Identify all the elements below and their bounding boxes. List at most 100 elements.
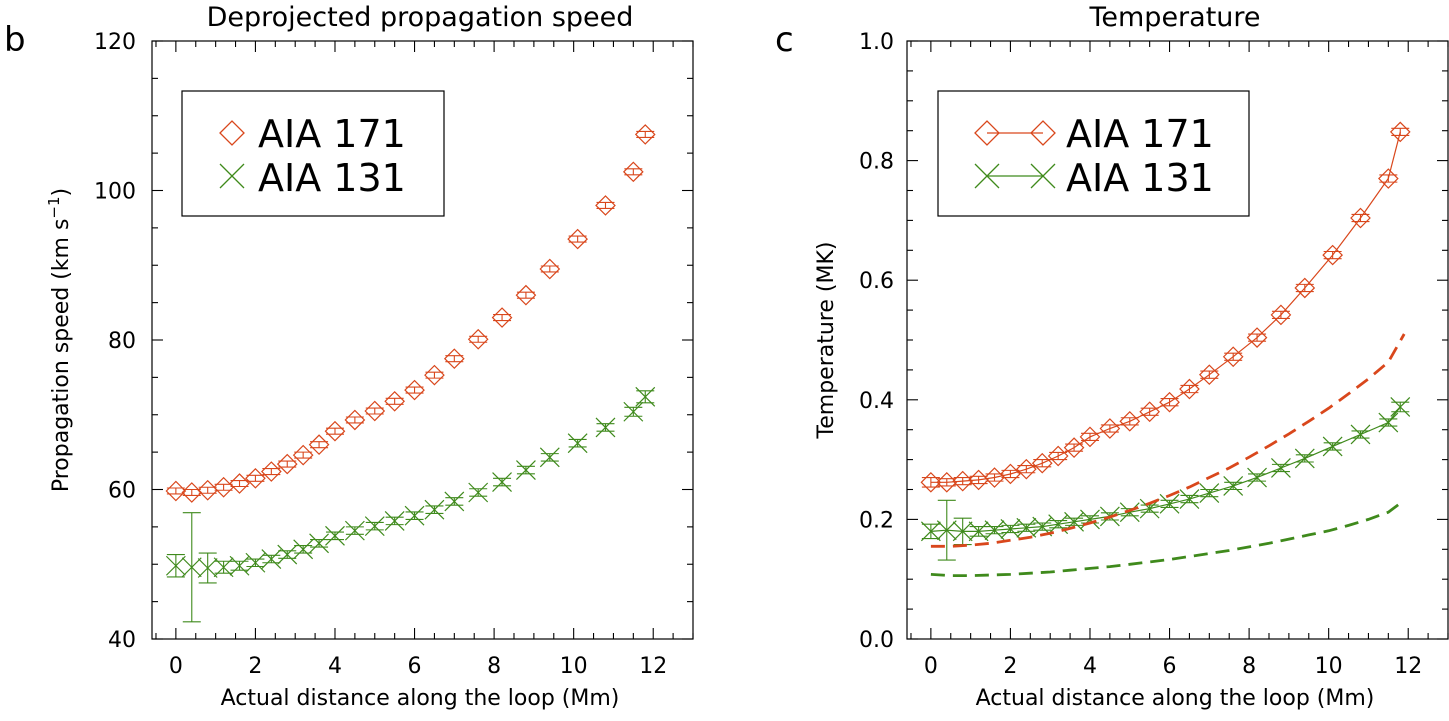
diamond-marker <box>1159 391 1180 413</box>
diamond-marker <box>364 400 386 422</box>
panel-b-ticks <box>152 40 694 640</box>
data-point <box>1079 426 1101 448</box>
diamond-marker <box>276 453 298 475</box>
data-point <box>1198 364 1220 386</box>
panel-c-legend-box <box>937 90 1250 217</box>
diamond-marker <box>384 390 406 412</box>
data-point <box>1015 458 1037 480</box>
x-marker <box>952 521 973 542</box>
model-dashed-line <box>930 333 1406 548</box>
data-point <box>1389 121 1411 143</box>
data-point <box>1223 475 1244 496</box>
diamond-marker <box>443 348 465 370</box>
data-point <box>984 467 1005 488</box>
panel-c-title: Temperature <box>1088 2 1260 33</box>
panel-c-legend-label-131: AIA 131 <box>1066 156 1214 200</box>
data-point <box>1222 346 1244 368</box>
data-point <box>1119 410 1141 432</box>
data-point <box>936 471 958 493</box>
panel-c-ytick-labels: 0.0 0.2 0.4 0.6 0.8 1.0 <box>859 30 894 653</box>
data-point <box>444 491 465 512</box>
panel-b-speed-chart: b Deprojected propagation speed 0 2 4 6 … <box>4 2 694 711</box>
diamond-marker <box>622 161 644 183</box>
data-point <box>491 307 513 328</box>
data-point <box>467 328 489 350</box>
data-point <box>344 409 366 431</box>
x-marker <box>920 521 941 542</box>
ytick-label: 0.8 <box>859 150 894 175</box>
diamond-marker <box>491 307 513 328</box>
ytick-label: 120 <box>94 30 136 55</box>
x-marker <box>309 533 329 554</box>
diamond-marker <box>1000 463 1021 485</box>
data-point <box>1270 304 1292 326</box>
panel-b-xtick-labels: 0 2 4 6 8 10 12 <box>169 654 667 679</box>
panel-c-legend-label-171: AIA 171 <box>1066 112 1214 156</box>
ytick-label: 60 <box>108 479 136 504</box>
diamond-marker <box>1099 418 1121 439</box>
panel-b-y-axis-label: Propagation speed (km s−1) <box>45 188 74 492</box>
diamond-marker <box>920 471 942 493</box>
data-point <box>325 525 345 546</box>
xtick-label: 8 <box>1242 654 1256 679</box>
x-marker <box>1016 517 1037 538</box>
diamond-marker <box>344 409 366 431</box>
x-marker <box>213 557 234 578</box>
data-point <box>309 533 329 554</box>
data-point <box>1350 424 1371 445</box>
data-point <box>276 453 298 475</box>
data-point <box>1378 412 1399 433</box>
diamond-marker <box>245 467 266 489</box>
x-marker <box>325 525 345 546</box>
x-marker <box>1271 458 1291 478</box>
diamond-marker <box>1031 452 1053 474</box>
diamond-marker <box>1377 168 1399 189</box>
ytick-label: 80 <box>108 329 136 354</box>
data-point <box>623 401 644 422</box>
data-point <box>595 195 616 216</box>
series-connecting-line <box>930 406 1401 532</box>
diamond-marker <box>1198 364 1220 386</box>
diamond-marker <box>1015 458 1037 480</box>
data-point <box>920 521 941 542</box>
diamond-marker <box>1079 426 1101 448</box>
panel-b-y-axis-label-main: Propagation speed (km s <box>49 219 74 493</box>
x-marker <box>344 520 365 541</box>
x-marker <box>1390 397 1411 417</box>
model-dashed-line <box>930 499 1406 577</box>
data-point <box>324 420 346 442</box>
xtick-label: 4 <box>1083 654 1097 679</box>
data-point <box>567 228 588 250</box>
panel-b-ytick-labels: 40 60 80 100 120 <box>94 30 136 653</box>
data-point <box>308 434 330 455</box>
x-marker <box>165 555 186 576</box>
diamond-marker <box>1322 244 1343 266</box>
diamond-marker <box>1139 401 1160 423</box>
data-point <box>1199 483 1220 504</box>
legend-x-icon <box>219 163 245 189</box>
legend-diamond-icon <box>219 120 245 146</box>
data-point <box>1099 418 1121 439</box>
diamond-marker <box>1179 378 1200 400</box>
data-point <box>424 499 445 520</box>
x-marker <box>444 491 465 512</box>
data-point <box>1119 502 1140 523</box>
x-marker <box>468 482 489 503</box>
x-marker <box>384 510 405 531</box>
diamond-marker <box>1119 410 1141 432</box>
data-point <box>1179 489 1200 509</box>
panel-c-ticks <box>907 40 1449 640</box>
data-point <box>424 364 445 386</box>
data-point <box>404 379 425 401</box>
x-marker <box>1294 448 1315 469</box>
x-marker <box>181 557 202 578</box>
data-point <box>261 549 282 569</box>
x-marker <box>567 433 588 454</box>
data-point <box>492 472 512 492</box>
x-marker <box>539 447 560 468</box>
panel-b-legend-label-171: AIA 171 <box>258 112 406 156</box>
diamond-marker <box>515 284 537 306</box>
x-marker <box>1322 436 1343 457</box>
ytick-label: 100 <box>94 180 136 205</box>
data-point <box>404 505 425 526</box>
